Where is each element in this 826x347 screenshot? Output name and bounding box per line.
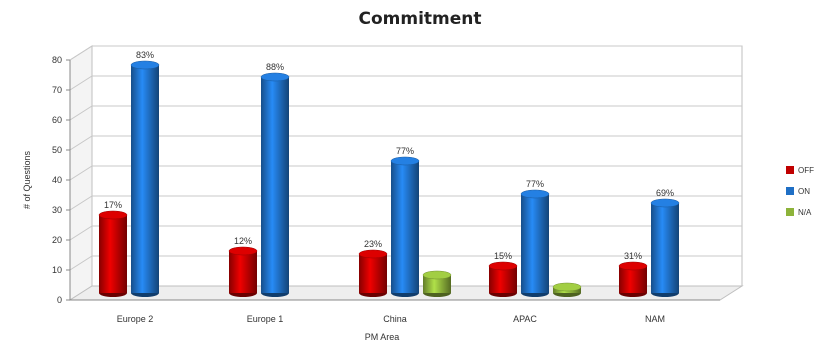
y-tick-label: 50 (52, 145, 62, 155)
bar-off (358, 249, 388, 297)
legend-label: ON (798, 187, 810, 196)
data-label: 23% (364, 239, 382, 249)
bar-on (260, 72, 290, 297)
x-axis: Europe 2 Europe 1 China APAC NAM (70, 299, 720, 324)
data-label: 31% (624, 251, 642, 261)
gridline (69, 165, 742, 181)
bar-n-a (552, 282, 582, 297)
y-tick-label: 0 (57, 295, 62, 305)
x-tick-label: APAC (513, 314, 537, 324)
x-tick-label: Europe 1 (247, 314, 284, 324)
y-axis-label: # of Questions (22, 150, 32, 209)
bar-off (228, 246, 258, 297)
gridline (69, 45, 742, 61)
gridline (69, 105, 742, 121)
data-label: 88% (266, 62, 284, 72)
x-axis-label: PM Area (365, 332, 400, 342)
data-label: 12% (234, 236, 252, 246)
gridline (69, 135, 742, 151)
y-tick-label: 70 (52, 85, 62, 95)
legend-swatch (786, 187, 794, 195)
bar-off (488, 261, 518, 297)
y-tick-label: 80 (52, 55, 62, 65)
legend: OFF ON N/A (786, 166, 814, 217)
x-tick-label: Europe 2 (117, 314, 154, 324)
bar-on (520, 189, 550, 297)
legend-swatch (786, 208, 794, 216)
bars: 17% 83% 12% 88% 23% 77% 15% 77% 31% 69% (98, 50, 680, 297)
legend-label: OFF (798, 166, 814, 175)
y-tick-label: 10 (52, 265, 62, 275)
bar-n-a (422, 270, 452, 297)
bar-on (390, 156, 420, 297)
data-label: 17% (104, 200, 122, 210)
bar-off (98, 210, 128, 297)
data-label: 77% (396, 146, 414, 156)
legend-label: N/A (798, 208, 812, 217)
y-axis: 0 10 20 30 40 50 60 70 80 (52, 55, 71, 305)
data-label: 15% (494, 251, 512, 261)
y-tick-label: 60 (52, 115, 62, 125)
bar-on (650, 198, 680, 297)
gridline (69, 75, 742, 91)
x-tick-label: China (383, 314, 407, 324)
bar-on (130, 60, 160, 297)
bar-off (618, 261, 648, 297)
legend-swatch (786, 166, 794, 174)
data-label: 77% (526, 179, 544, 189)
data-label: 69% (656, 188, 674, 198)
y-tick-label: 20 (52, 235, 62, 245)
data-label: 83% (136, 50, 154, 60)
y-tick-label: 30 (52, 205, 62, 215)
x-tick-label: NAM (645, 314, 665, 324)
chart-title: Commitment (358, 9, 481, 29)
y-tick-label: 40 (52, 175, 62, 185)
